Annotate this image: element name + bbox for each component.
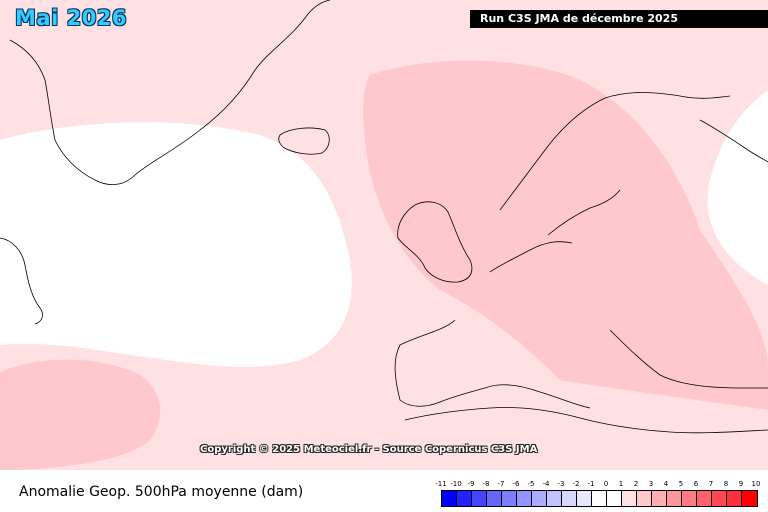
scale-label: 5 bbox=[678, 480, 684, 488]
british-isles-coast bbox=[397, 201, 473, 283]
scale-swatch bbox=[487, 491, 502, 506]
scale-label: -1 bbox=[587, 480, 595, 488]
neutral-anomaly-zone-east bbox=[707, 90, 768, 285]
scale-swatch bbox=[442, 491, 457, 506]
north-africa-coast bbox=[404, 407, 768, 434]
scandinavia-coast bbox=[499, 92, 731, 236]
month-title: Mai 2026 bbox=[15, 6, 128, 30]
scale-label: -11 bbox=[435, 480, 447, 488]
scale-swatch bbox=[592, 491, 607, 506]
continental-europe-coast bbox=[394, 241, 768, 409]
scale-label: -10 bbox=[450, 480, 462, 488]
scale-label: 3 bbox=[648, 480, 654, 488]
scale-swatch bbox=[547, 491, 562, 506]
scale-label: 7 bbox=[708, 480, 714, 488]
scale-swatch bbox=[577, 491, 592, 506]
anomaly-map: Mai 2026 Run C3S JMA de décembre 2025 Co… bbox=[0, 0, 768, 470]
scale-label: -6 bbox=[512, 480, 520, 488]
scale-label: 0 bbox=[603, 480, 609, 488]
scale-label: 8 bbox=[723, 480, 729, 488]
scale-swatch bbox=[742, 491, 757, 506]
scale-label: -4 bbox=[542, 480, 550, 488]
scale-swatch bbox=[682, 491, 697, 506]
greenland-coast bbox=[9, 0, 331, 185]
scale-swatch bbox=[727, 491, 742, 506]
scale-label: -9 bbox=[467, 480, 475, 488]
scale-label: 2 bbox=[633, 480, 639, 488]
field-title: Anomalie Geop. 500hPa moyenne (dam) bbox=[19, 484, 304, 500]
scale-swatch bbox=[607, 491, 622, 506]
positive-anomaly-zone-europe bbox=[363, 60, 768, 410]
scale-label: -3 bbox=[557, 480, 565, 488]
scale-label: -5 bbox=[527, 480, 535, 488]
scale-label: 6 bbox=[693, 480, 699, 488]
copyright-text: Copyright © 2025 Meteociel.fr - Source C… bbox=[200, 444, 538, 455]
scale-label: -2 bbox=[572, 480, 580, 488]
scale-swatch bbox=[472, 491, 487, 506]
color-scale-labels: -11 -10 -9 -8 -7 -6 -5 -4 -3 -2 -1 0 1 2 3 4 5 6 7 8 9 10 bbox=[435, 480, 761, 490]
scale-label: 4 bbox=[663, 480, 669, 488]
scale-swatch bbox=[667, 491, 682, 506]
scale-swatch bbox=[712, 491, 727, 506]
scale-swatch bbox=[697, 491, 712, 506]
scale-swatch bbox=[532, 491, 547, 506]
scale-swatch bbox=[457, 491, 472, 506]
scale-swatch bbox=[652, 491, 667, 506]
coastlines bbox=[0, 0, 768, 434]
labrador-coast bbox=[0, 237, 43, 325]
anomaly-fields bbox=[0, 60, 768, 470]
scale-swatch bbox=[637, 491, 652, 506]
scale-label: -7 bbox=[497, 480, 505, 488]
scale-swatch bbox=[502, 491, 517, 506]
scale-swatch bbox=[622, 491, 637, 506]
scale-label: 1 bbox=[618, 480, 624, 488]
iceland-coast bbox=[278, 127, 330, 155]
scale-label: 9 bbox=[738, 480, 744, 488]
scale-swatch bbox=[517, 491, 532, 506]
run-label: Run C3S JMA de décembre 2025 bbox=[470, 10, 768, 28]
neutral-anomaly-zone bbox=[0, 122, 352, 367]
novaya-zemlya-coast bbox=[699, 119, 768, 163]
scale-label: 10 bbox=[751, 480, 761, 488]
map-canvas bbox=[0, 0, 768, 470]
color-scale-bar bbox=[441, 490, 758, 507]
positive-anomaly-zone-southwest bbox=[0, 359, 161, 470]
scale-swatch bbox=[562, 491, 577, 506]
scale-label: -8 bbox=[482, 480, 490, 488]
